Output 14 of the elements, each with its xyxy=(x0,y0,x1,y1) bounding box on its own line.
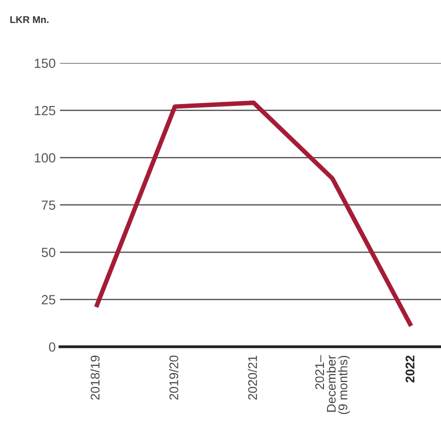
x-tick-label: 2018/19 xyxy=(90,356,100,400)
y-axis-title: LKR Mn. xyxy=(10,16,48,23)
line-series xyxy=(94,100,414,328)
y-tick-label: 125 xyxy=(34,106,56,116)
x-tick-label: 2019/20 xyxy=(169,356,178,400)
y-tick-label: 50 xyxy=(42,248,56,258)
x-tick-label: 2022 xyxy=(406,356,414,382)
x-tick-label: 2020/21 xyxy=(248,356,257,400)
y-tick-label: 0 xyxy=(48,342,56,352)
y-tick-label: 150 xyxy=(34,58,56,68)
y-tick-label: 75 xyxy=(42,200,56,210)
y-tick-label: 25 xyxy=(42,295,56,304)
x-tick-label: 2021– December (9 months) xyxy=(315,355,350,414)
y-tick-label: 100 xyxy=(34,153,56,163)
